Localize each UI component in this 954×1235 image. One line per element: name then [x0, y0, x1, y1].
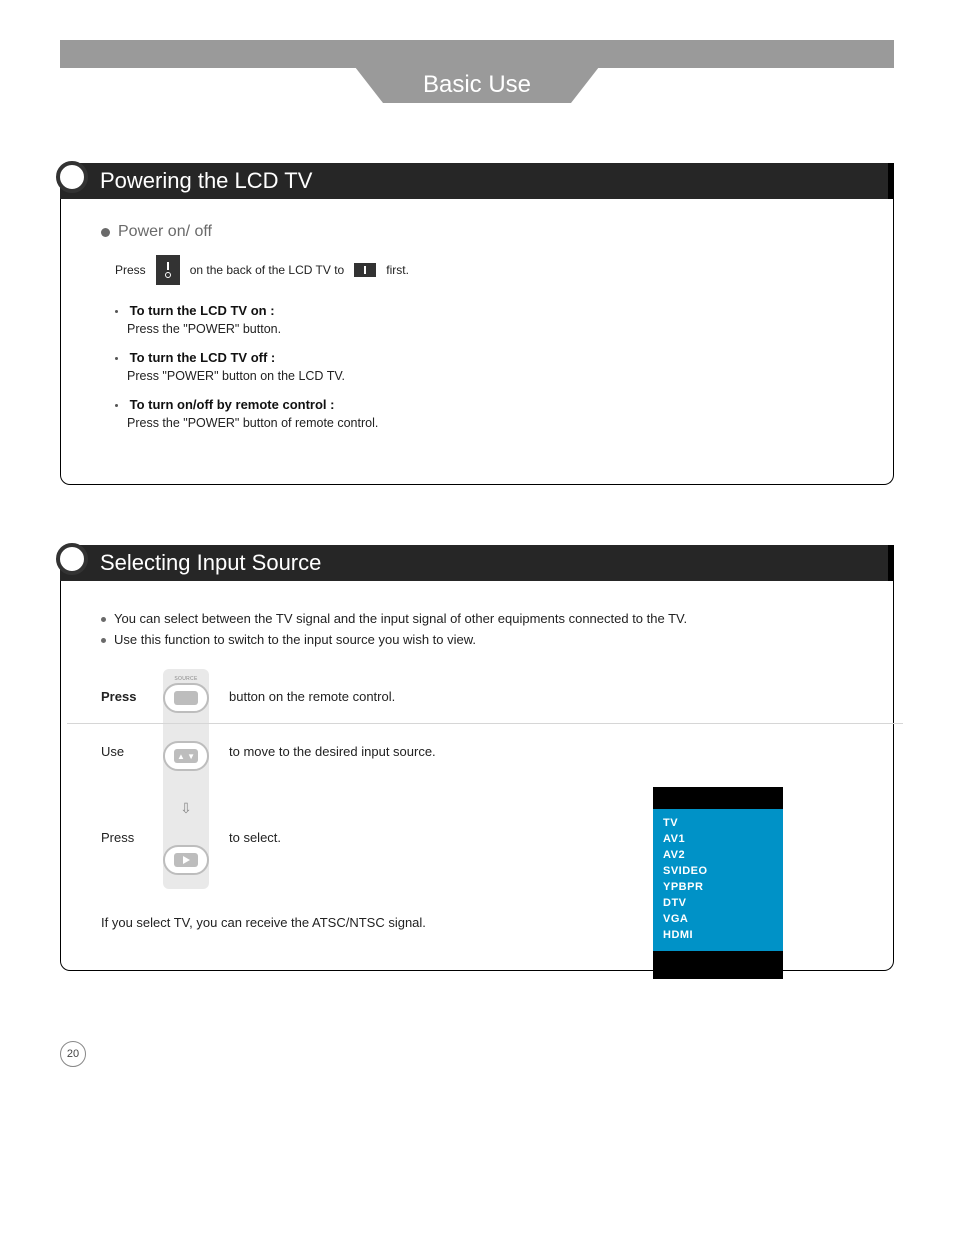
section-title: Selecting Input Source	[96, 550, 339, 575]
step-text: to move to the desired input source.	[229, 744, 436, 759]
power-switch-icon	[156, 255, 180, 285]
instruction-text: Press the "POWER" button of remote contr…	[127, 416, 863, 430]
section-body: You can select between the TV signal and…	[60, 581, 894, 971]
press-text-mid: on the back of the LCD TV to	[190, 263, 345, 277]
section-header: Powering the LCD TV	[60, 163, 894, 199]
bullet-icon	[115, 357, 118, 360]
page-tab-title: Basic Use	[383, 67, 571, 103]
osd-item: AV2	[663, 847, 773, 863]
instruction-item: To turn the LCD TV off : Press "POWER" b…	[115, 350, 863, 383]
instruction-text: Press the "POWER" button.	[127, 322, 863, 336]
press-text-end: first.	[386, 263, 409, 277]
instruction-title: To turn the LCD TV off :	[130, 350, 276, 365]
bullet-icon	[101, 638, 106, 643]
source-button-label: SOURCE	[174, 676, 197, 682]
section-input-source: Selecting Input Source You can select be…	[60, 545, 894, 971]
osd-item: TV	[663, 815, 773, 831]
page-number: 20	[60, 1041, 86, 1067]
section-title: Powering the LCD TV	[96, 168, 330, 193]
instruction-title: To turn the LCD TV on :	[130, 303, 275, 318]
osd-item: DTV	[663, 895, 773, 911]
section-header: Selecting Input Source	[60, 545, 894, 581]
subheading-text: Power on/ off	[118, 223, 212, 241]
instruction-item: To turn the LCD TV on : Press the "POWER…	[115, 303, 863, 336]
osd-list: TV AV1 AV2 SVIDEO YPBPR DTV VGA HDMI	[653, 809, 783, 951]
intro-list: You can select between the TV signal and…	[101, 611, 863, 647]
section-body: Power on/ off Press on the back of the L…	[60, 199, 894, 485]
press-label: Press	[115, 263, 146, 277]
remote-button-panel: SOURCE ▲ ▼ ⇩	[163, 669, 209, 889]
step-label: Press	[101, 689, 136, 704]
bullet-icon	[101, 228, 110, 237]
enter-button-icon	[163, 845, 209, 875]
subheading: Power on/ off	[101, 223, 863, 241]
press-instruction-row: Press on the back of the LCD TV to first…	[115, 255, 863, 285]
osd-source-menu: TV AV1 AV2 SVIDEO YPBPR DTV VGA HDMI	[653, 787, 783, 979]
section-powering: Powering the LCD TV Power on/ off Press …	[60, 163, 894, 485]
step-text: button on the remote control.	[229, 689, 395, 704]
source-button-icon: SOURCE	[163, 683, 209, 713]
top-bar	[60, 40, 894, 68]
updown-button-icon: ▲ ▼	[163, 741, 209, 771]
down-arrow-icon: ⇩	[177, 799, 195, 817]
intro-line: You can select between the TV signal and…	[114, 611, 687, 626]
osd-item: YPBPR	[663, 879, 773, 895]
section-badge-icon	[56, 543, 88, 575]
osd-item: AV1	[663, 831, 773, 847]
instruction-title: To turn on/off by remote control :	[130, 397, 335, 412]
step-label: Press	[101, 830, 134, 845]
intro-line: Use this function to switch to the input…	[114, 632, 476, 647]
osd-item: VGA	[663, 911, 773, 927]
osd-item: HDMI	[663, 927, 773, 943]
bullet-icon	[115, 404, 118, 407]
osd-item: SVIDEO	[663, 863, 773, 879]
step-text: to select.	[229, 830, 281, 845]
section-badge-icon	[56, 161, 88, 193]
bullet-icon	[115, 310, 118, 313]
on-position-icon	[354, 263, 376, 277]
bullet-icon	[101, 617, 106, 622]
instruction-item: To turn on/off by remote control : Press…	[115, 397, 863, 430]
step-label: Use	[101, 744, 124, 759]
instruction-text: Press "POWER" button on the LCD TV.	[127, 369, 863, 383]
